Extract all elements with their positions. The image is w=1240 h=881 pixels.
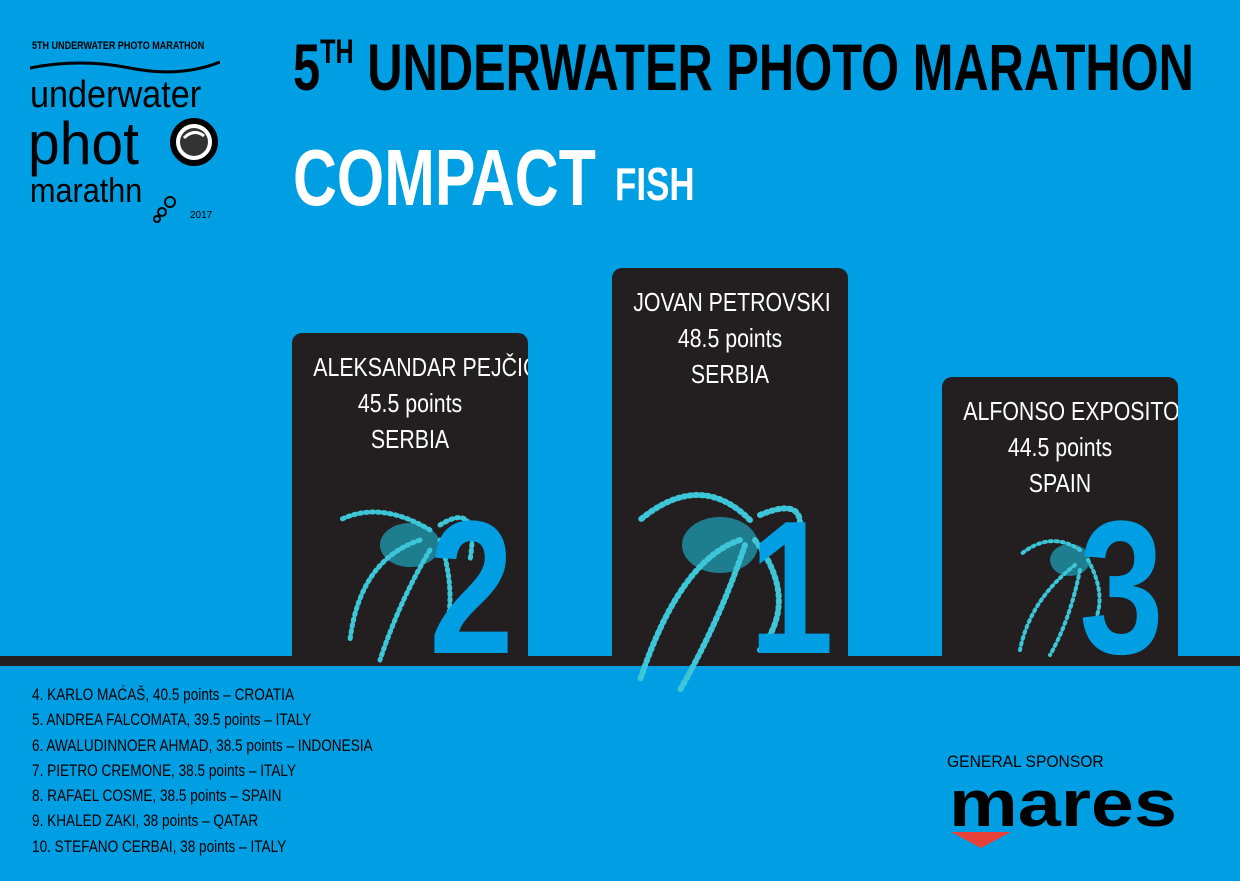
winner-points: 45.5 points	[357, 388, 463, 418]
rank-number: 3	[1079, 482, 1164, 663]
podium-first: JOVAN PETROVSKI 48.5 points SERBIA 1	[612, 268, 848, 663]
mares-logo-text: mares	[949, 778, 1177, 840]
category-title: COMPACT FISH	[293, 133, 695, 241]
list-item: 4. KARLO MAĆAŠ, 40.5 points – CROATIA	[32, 685, 295, 704]
logo-word-marathon-n: n	[125, 172, 143, 210]
bubbles-icon	[153, 196, 176, 223]
category-sub: FISH	[615, 158, 695, 210]
logo-word-underwater: underwater	[30, 74, 202, 116]
title-main: UNDERWATER PHOTO MARATHON	[353, 30, 1194, 104]
rank-number: 1	[749, 482, 834, 663]
podium-second: ALEKSANDAR PEJČIĆ 45.5 points SERBIA 2	[292, 333, 528, 663]
category-main: COMPACT	[293, 133, 596, 222]
logo-top-text: 5TH UNDERWATER PHOTO MARATHON	[32, 40, 205, 52]
title-prefix: 5	[293, 30, 321, 104]
list-item: 8. RAFAEL COSME, 38.5 points – SPAIN	[32, 786, 282, 806]
podium-third: ALFONSO EXPOSITO 44.5 points SPAIN 3	[942, 377, 1178, 663]
list-item: 6. AWALUDINNOER AHMAD, 38.5 points – IND…	[32, 735, 373, 755]
rankings-list: 4. KARLO MAĆAŠ, 40.5 points – CROATIA 5.…	[32, 682, 458, 859]
winner-points: 48.5 points	[677, 323, 783, 353]
sponsor-label: GENERAL SPONSOR	[947, 752, 1104, 771]
winner-country: SPAIN	[1028, 468, 1092, 498]
title-sup: TH	[320, 33, 354, 71]
page-title: 5TH UNDERWATER PHOTO MARATHON	[293, 32, 1194, 102]
podium-baseline	[0, 656, 1240, 666]
mares-logo: mares	[949, 766, 1177, 848]
list-item: 10. STEFANO CERBAI, 38 points – ITALY	[32, 836, 287, 856]
winner-name: ALEKSANDAR PEJČIĆ	[313, 352, 528, 382]
camera-lens-icon	[170, 118, 218, 166]
sponsor-block: GENERAL SPONSOR mares	[947, 752, 1179, 855]
wave-icon	[30, 60, 220, 74]
winner-name: ALFONSO EXPOSITO	[963, 396, 1178, 426]
list-item: 5. ANDREA FALCOMATA, 39.5 points – ITALY	[32, 710, 312, 730]
logo-year: 2017	[190, 210, 213, 221]
winner-points: 44.5 points	[1007, 432, 1113, 462]
logo-word-photo: phot	[28, 110, 139, 177]
list-item: 9. KHALED ZAKI, 38 points – QATAR	[32, 811, 259, 831]
event-logo: 5TH UNDERWATER PHOTO MARATHON underwater…	[28, 36, 228, 226]
winner-name: JOVAN PETROVSKI	[633, 287, 831, 317]
winner-country: SERBIA	[690, 359, 770, 389]
rank-number: 2	[429, 482, 514, 663]
logo-word-marathon: marathn	[30, 174, 142, 208]
winner-country: SERBIA	[370, 424, 450, 454]
logo-word-marathon-text: marath	[30, 172, 126, 210]
list-item: 7. PIETRO CREMONE, 38.5 points – ITALY	[32, 760, 297, 780]
mares-arrow-icon	[951, 832, 1011, 848]
